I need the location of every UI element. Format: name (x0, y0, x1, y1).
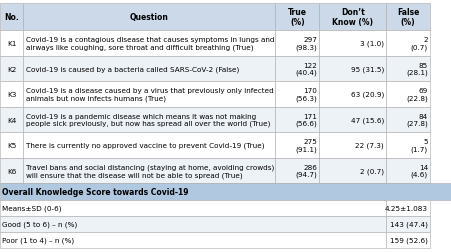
Text: 22 (7.3): 22 (7.3) (355, 142, 384, 149)
Bar (386, 200, 430, 216)
Bar (0, 133, 23, 158)
Bar (0, 216, 386, 232)
Bar (23, 133, 275, 158)
Text: 170
(56.3): 170 (56.3) (295, 88, 317, 101)
Bar (275, 107, 319, 133)
Text: 122
(40.4): 122 (40.4) (295, 62, 317, 76)
Bar (0, 56, 23, 82)
Text: Covid-19 is caused by a bacteria called SARS-CoV-2 (False): Covid-19 is caused by a bacteria called … (26, 66, 239, 73)
Text: K3: K3 (7, 92, 16, 98)
Bar (386, 31, 430, 56)
Bar (275, 31, 319, 56)
Bar (386, 133, 430, 158)
Text: 143 (47.4): 143 (47.4) (390, 221, 428, 227)
Text: 63 (20.9): 63 (20.9) (350, 91, 384, 98)
Bar (386, 232, 430, 248)
Text: 297
(98.3): 297 (98.3) (295, 37, 317, 51)
Bar (23, 107, 275, 133)
Bar (386, 107, 430, 133)
Text: K5: K5 (7, 142, 16, 148)
Bar (0, 184, 451, 200)
Text: Good (5 to 6) – n (%): Good (5 to 6) – n (%) (2, 221, 78, 227)
Text: 171
(56.6): 171 (56.6) (295, 113, 317, 127)
Bar (275, 82, 319, 107)
Bar (0, 82, 23, 107)
Bar (23, 31, 275, 56)
Text: Covid-19 is a disease caused by a virus that previously only infected
animals bu: Covid-19 is a disease caused by a virus … (26, 88, 273, 101)
Text: Travel bans and social distancing (staying at home, avoiding crowds)
will ensure: Travel bans and social distancing (stayi… (26, 164, 274, 178)
Text: Poor (1 to 4) – n (%): Poor (1 to 4) – n (%) (2, 237, 74, 243)
Bar (0, 232, 386, 248)
Bar (275, 56, 319, 82)
Text: No.: No. (5, 13, 19, 22)
Text: 14
(4.6): 14 (4.6) (411, 164, 428, 178)
Text: Overall Knowledge Score towards Covid-19: Overall Knowledge Score towards Covid-19 (2, 187, 189, 196)
Bar (275, 4, 319, 31)
Text: K6: K6 (7, 168, 16, 174)
Bar (0, 4, 23, 31)
Text: 4.25±1.083: 4.25±1.083 (385, 205, 428, 211)
Bar (386, 4, 430, 31)
Bar (319, 56, 386, 82)
Bar (386, 82, 430, 107)
Text: 47 (15.6): 47 (15.6) (350, 117, 384, 123)
Bar (319, 82, 386, 107)
Bar (319, 31, 386, 56)
Bar (386, 56, 430, 82)
Text: 159 (52.6): 159 (52.6) (390, 237, 428, 243)
Bar (319, 4, 386, 31)
Bar (0, 200, 386, 216)
Text: 85
(28.1): 85 (28.1) (406, 62, 428, 76)
Bar (23, 158, 275, 184)
Text: 2
(0.7): 2 (0.7) (411, 37, 428, 51)
Text: K2: K2 (7, 66, 16, 72)
Text: 5
(1.7): 5 (1.7) (411, 139, 428, 152)
Bar (319, 107, 386, 133)
Bar (0, 31, 23, 56)
Bar (23, 4, 275, 31)
Text: 95 (31.5): 95 (31.5) (350, 66, 384, 73)
Bar (386, 216, 430, 232)
Text: Covid-19 is a contagious disease that causes symptoms in lungs and
airways like : Covid-19 is a contagious disease that ca… (26, 37, 274, 51)
Bar (386, 158, 430, 184)
Text: True
(%): True (%) (288, 8, 307, 27)
Text: 84
(27.8): 84 (27.8) (406, 113, 428, 127)
Text: K1: K1 (7, 41, 16, 47)
Bar (275, 158, 319, 184)
Bar (319, 133, 386, 158)
Bar (275, 133, 319, 158)
Bar (23, 56, 275, 82)
Text: There is currently no approved vaccine to prevent Covid-19 (True): There is currently no approved vaccine t… (26, 142, 264, 149)
Text: Covid-19 is a pandemic disease which means it was not making
people sick previou: Covid-19 is a pandemic disease which mea… (26, 113, 270, 127)
Text: False
(%): False (%) (397, 8, 419, 27)
Text: 2 (0.7): 2 (0.7) (360, 168, 384, 174)
Bar (0, 158, 23, 184)
Bar (0, 107, 23, 133)
Bar (23, 82, 275, 107)
Bar (319, 158, 386, 184)
Text: K4: K4 (7, 117, 16, 123)
Text: 275
(91.1): 275 (91.1) (295, 139, 317, 152)
Text: 69
(22.8): 69 (22.8) (406, 88, 428, 101)
Text: 286
(94.7): 286 (94.7) (295, 164, 317, 178)
Text: 3 (1.0): 3 (1.0) (360, 41, 384, 47)
Text: Question: Question (130, 13, 169, 22)
Text: Don’t
Know (%): Don’t Know (%) (332, 8, 373, 27)
Text: Means±SD (0-6): Means±SD (0-6) (2, 205, 62, 211)
